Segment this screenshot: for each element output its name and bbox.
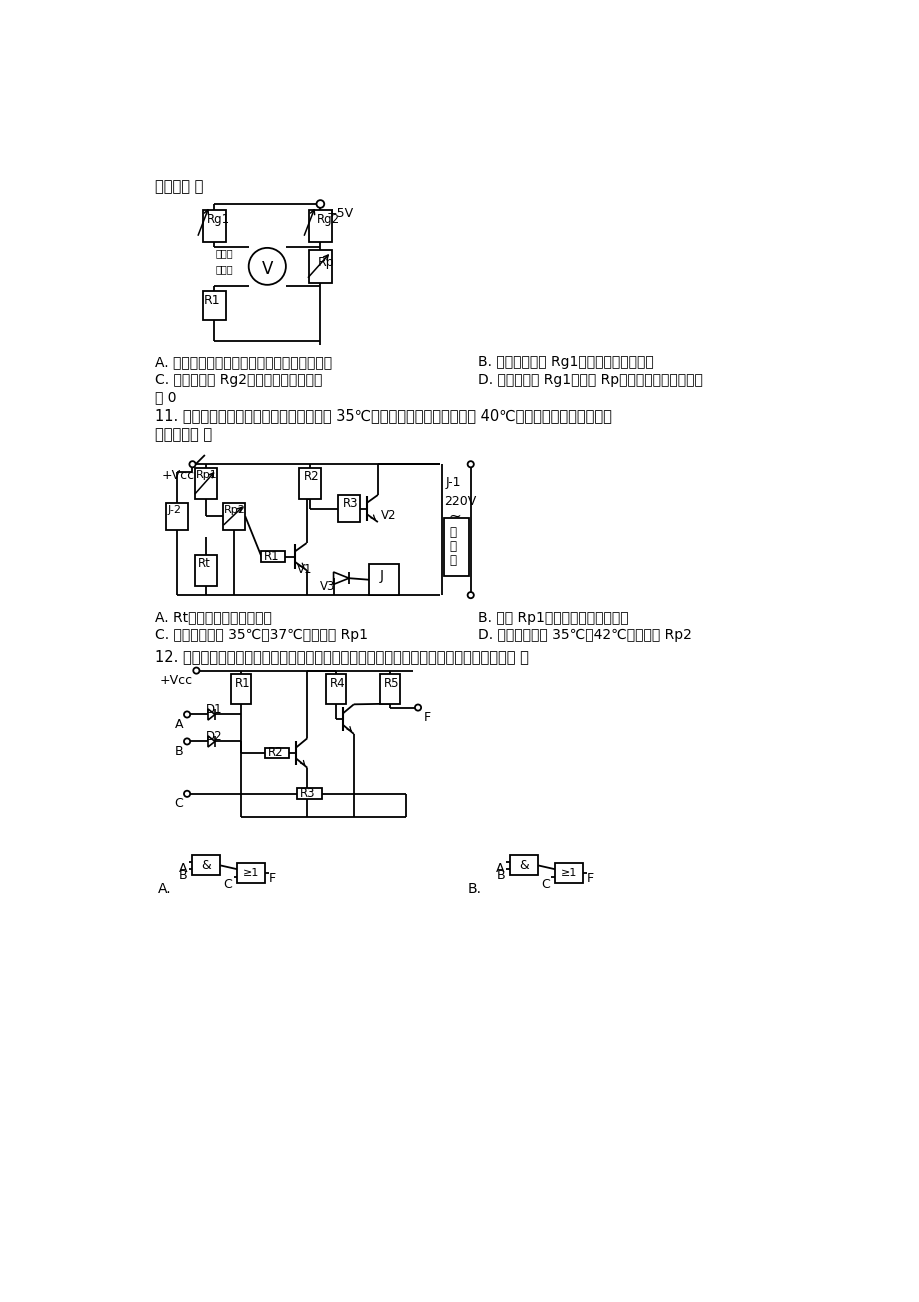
- Text: +5V: +5V: [326, 207, 353, 220]
- Text: +Vcc: +Vcc: [162, 469, 195, 482]
- Text: 正确的是（ ）: 正确的是（ ）: [155, 427, 212, 443]
- Bar: [380, 674, 400, 703]
- Text: 红表笔: 红表笔: [216, 249, 233, 259]
- Text: 黑表笔: 黑表笔: [216, 264, 233, 273]
- Text: ≥1: ≥1: [561, 868, 577, 878]
- Text: R1: R1: [235, 677, 251, 690]
- Circle shape: [189, 461, 196, 467]
- Text: C: C: [223, 878, 232, 891]
- Bar: [202, 210, 225, 242]
- Text: D. 温控范围改为 35℃－42℃，应调大 Rp2: D. 温控范围改为 35℃－42℃，应调大 Rp2: [477, 629, 691, 642]
- Bar: [192, 855, 221, 875]
- Text: A. 多用电表既可选择数字式，也可选择指针式: A. 多用电表既可选择数字式，也可选择指针式: [155, 355, 332, 368]
- Text: 确的是（ ）: 确的是（ ）: [155, 180, 203, 194]
- Text: 11. 如图所示的温度控制电路，当温度低于 35℃时，加热器开始加热；达到 40℃时停止加热。下列分析中: 11. 如图所示的温度控制电路，当温度低于 35℃时，加热器开始加热；达到 40…: [155, 408, 611, 423]
- Text: J: J: [379, 569, 383, 583]
- Bar: [338, 495, 359, 522]
- Text: R1: R1: [204, 294, 221, 307]
- Bar: [309, 210, 332, 242]
- Circle shape: [193, 668, 199, 673]
- Bar: [195, 469, 216, 499]
- Text: 加: 加: [449, 526, 457, 539]
- Text: F: F: [586, 872, 594, 885]
- Bar: [309, 250, 332, 283]
- Text: R3: R3: [343, 497, 358, 510]
- Circle shape: [184, 738, 190, 745]
- Text: 热: 热: [449, 540, 457, 553]
- Bar: [369, 564, 398, 595]
- Text: A.: A.: [157, 883, 171, 896]
- Text: 12. 如图所示电路三极管均工作在开关状态，下列逻辑电路中与该电路逻辑关系相同的是（ ）: 12. 如图所示电路三极管均工作在开关状态，下列逻辑电路中与该电路逻辑关系相同的…: [155, 648, 528, 664]
- Circle shape: [248, 247, 286, 285]
- Bar: [202, 290, 225, 320]
- Text: R2: R2: [304, 470, 320, 483]
- Circle shape: [467, 461, 473, 467]
- Text: ~: ~: [448, 509, 460, 523]
- Circle shape: [184, 790, 190, 797]
- Bar: [265, 747, 289, 758]
- Text: R2: R2: [267, 746, 283, 759]
- Text: V: V: [261, 260, 273, 279]
- Text: B.: B.: [467, 883, 482, 896]
- Text: V2: V2: [380, 509, 396, 522]
- Bar: [554, 863, 583, 883]
- Circle shape: [316, 201, 323, 208]
- Text: V3: V3: [319, 579, 335, 592]
- Bar: [237, 863, 265, 883]
- Text: C. 温控范围改为 35℃－37℃，应调大 Rp1: C. 温控范围改为 35℃－37℃，应调大 Rp1: [155, 629, 368, 642]
- Text: Rp2: Rp2: [224, 505, 246, 516]
- Text: B: B: [495, 870, 505, 883]
- Text: C: C: [175, 797, 183, 810]
- Bar: [166, 503, 187, 530]
- Text: &: &: [201, 859, 211, 872]
- Text: Rg2: Rg2: [317, 214, 340, 227]
- Text: V1: V1: [297, 562, 312, 575]
- Text: Rt: Rt: [198, 557, 210, 570]
- Circle shape: [414, 704, 421, 711]
- Text: A: A: [495, 862, 505, 875]
- Bar: [231, 674, 251, 703]
- Text: D2: D2: [206, 730, 222, 743]
- Bar: [195, 555, 216, 586]
- Text: &: &: [518, 859, 528, 872]
- Text: A. Rt是正温度系数热敏电阴: A. Rt是正温度系数热敏电阴: [155, 611, 272, 625]
- Text: 器: 器: [449, 553, 457, 566]
- Text: B: B: [175, 745, 183, 758]
- Text: 为 0: 为 0: [155, 391, 176, 405]
- Bar: [510, 855, 538, 875]
- Circle shape: [467, 592, 473, 598]
- Text: R5: R5: [383, 677, 399, 690]
- Text: C: C: [540, 878, 550, 891]
- Bar: [223, 503, 245, 530]
- Text: R4: R4: [329, 677, 345, 690]
- Text: D1: D1: [206, 703, 222, 716]
- Circle shape: [184, 711, 190, 717]
- Text: A: A: [178, 862, 187, 875]
- Text: F: F: [423, 711, 430, 724]
- Text: J-2: J-2: [167, 505, 182, 516]
- Text: Rp1: Rp1: [196, 470, 217, 480]
- Text: 220V: 220V: [444, 495, 476, 508]
- Bar: [325, 674, 346, 703]
- Bar: [261, 551, 284, 562]
- Text: R3: R3: [300, 786, 315, 799]
- Bar: [299, 469, 321, 499]
- Text: D. 用黑袋套住 Rg1，调大 Rp，可将电压表读数调回: D. 用黑袋套住 Rg1，调大 Rp，可将电压表读数调回: [477, 372, 702, 387]
- Text: F: F: [269, 872, 276, 885]
- Text: B. 调大 Rp1，上下限温度都将变高: B. 调大 Rp1，上下限温度都将变高: [477, 611, 628, 625]
- Text: R1: R1: [264, 549, 279, 562]
- Text: A: A: [175, 717, 183, 730]
- Bar: [297, 789, 322, 799]
- Text: ≥1: ≥1: [243, 868, 259, 878]
- Text: B. 仅用强光照射 Rg1，电压表读数为负値: B. 仅用强光照射 Rg1，电压表读数为负値: [477, 355, 652, 368]
- Text: J-1: J-1: [446, 475, 461, 488]
- Text: +Vcc: +Vcc: [159, 674, 192, 687]
- Bar: [443, 518, 469, 575]
- Text: B: B: [178, 870, 187, 883]
- Text: Rg1: Rg1: [206, 214, 230, 227]
- Text: C. 用黑袋套住 Rg2，电压表读数为正値: C. 用黑袋套住 Rg2，电压表读数为正値: [155, 372, 323, 387]
- Text: Rp: Rp: [317, 256, 334, 270]
